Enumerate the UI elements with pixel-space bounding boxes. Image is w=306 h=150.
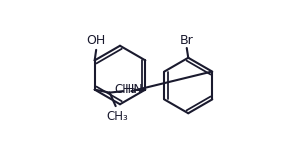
Text: Br: Br	[180, 33, 194, 46]
Text: HN: HN	[125, 83, 144, 96]
Text: OH: OH	[87, 34, 106, 47]
Text: CH₃: CH₃	[106, 110, 128, 123]
Text: CH₃: CH₃	[114, 83, 136, 96]
